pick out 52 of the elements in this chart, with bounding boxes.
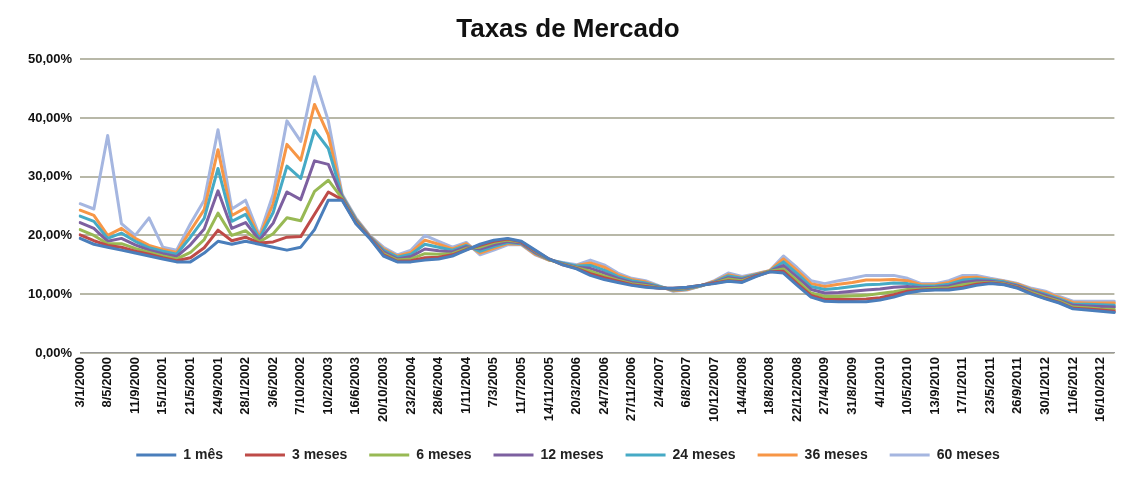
x-tick-label: 1/11/2004 <box>457 356 473 415</box>
y-tick-label: 30,00% <box>28 168 73 184</box>
x-tick-label: 7/10/2002 <box>292 356 308 415</box>
legend-label: 24 meses <box>672 445 736 462</box>
legend-label: 60 meses <box>936 445 1000 462</box>
x-tick-label: 11/7/2005 <box>512 356 528 415</box>
x-tick-label: 14/11/2005 <box>540 356 556 422</box>
x-tick-label: 14/4/2008 <box>733 356 749 415</box>
x-tick-label: 16/6/2003 <box>347 356 363 415</box>
x-tick-label: 23/2/2004 <box>402 356 418 415</box>
legend-label: 36 meses <box>804 445 868 462</box>
x-tick-label: 10/2/2003 <box>319 356 335 415</box>
x-tick-label: 24/9/2001 <box>209 356 225 415</box>
y-tick-label: 0,00% <box>35 344 73 360</box>
x-tick-label: 20/10/2003 <box>375 356 391 423</box>
x-tick-label: 28/6/2004 <box>430 356 446 415</box>
x-tick-label: 22/12/2008 <box>788 356 804 423</box>
x-tick-label: 4/1/2010 <box>871 356 887 408</box>
x-tick-label: 20/3/2006 <box>568 356 584 415</box>
x-tick-label: 21/5/2001 <box>182 356 197 415</box>
x-tick-label: 8/5/2000 <box>99 356 115 408</box>
x-tick-label: 18/8/2008 <box>761 356 777 415</box>
x-tick-label: 30/1/2012 <box>1037 356 1053 415</box>
x-tick-label: 27/11/2006 <box>623 356 639 422</box>
x-tick-label: 31/8/2009 <box>843 356 859 415</box>
x-tick-label: 6/8/2007 <box>678 356 694 408</box>
y-tick-label: 50,00% <box>28 50 73 66</box>
legend-label: 6 meses <box>416 445 472 462</box>
x-tick-label: 10/5/2010 <box>899 356 915 415</box>
x-tick-label: 11/6/2012 <box>1064 356 1080 415</box>
x-tick-label: 23/5/2011 <box>981 356 997 415</box>
x-tick-label: 3/6/2002 <box>264 356 280 408</box>
x-tick-label: 24/7/2006 <box>595 356 611 415</box>
x-tick-label: 11/9/2000 <box>126 356 142 415</box>
x-tick-label: 15/1/2001 <box>154 356 170 415</box>
x-tick-label: 26/9/2011 <box>1009 356 1025 415</box>
chart-title: Taxas de Mercado <box>456 12 680 43</box>
legend-label: 12 meses <box>540 445 604 462</box>
x-tick-label: 16/10/2012 <box>1092 356 1108 423</box>
y-tick-label: 40,00% <box>28 109 73 125</box>
legend-label: 3 meses <box>291 445 348 462</box>
x-tick-label: 13/9/2010 <box>926 356 942 415</box>
x-tick-label: 2/4/2007 <box>650 356 666 408</box>
x-tick-label: 3/1/2000 <box>71 356 87 408</box>
x-tick-label: 28/1/2002 <box>237 356 253 415</box>
y-tick-label: 20,00% <box>28 227 73 243</box>
legend-label: 1 mês <box>183 445 224 462</box>
x-tick-label: 27/4/2009 <box>816 356 832 415</box>
y-tick-label: 10,00% <box>28 285 73 301</box>
x-tick-label: 7/3/2005 <box>485 356 501 408</box>
x-tick-label: 10/12/2007 <box>706 356 722 423</box>
x-tick-label: 17/1/2011 <box>954 356 970 415</box>
